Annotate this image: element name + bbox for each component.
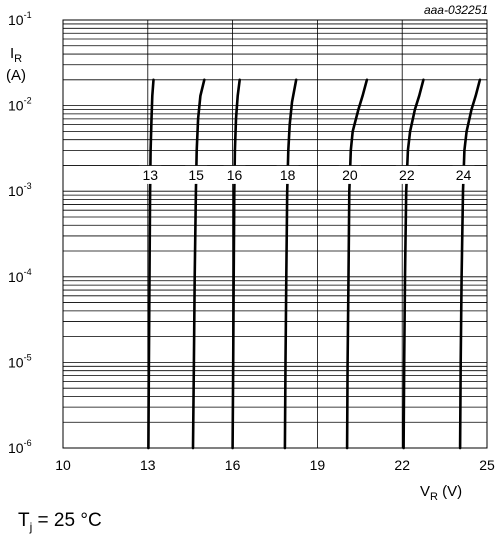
curve-24	[458, 78, 482, 450]
y-tick-label: 10-2	[8, 96, 32, 114]
curve-label-bg	[139, 165, 162, 184]
y-tick-label: 10-3	[8, 181, 32, 199]
x-tick-label: 19	[310, 457, 326, 473]
y-tick-label: 10-1	[8, 10, 32, 28]
curve-18	[283, 78, 298, 450]
curve-13	[147, 78, 155, 450]
curve-label-20: 20	[342, 167, 358, 183]
y-axis-unit: (A)	[6, 67, 26, 84]
x-tick-label: 25	[479, 457, 495, 473]
curve-label-bg	[395, 165, 418, 184]
curve-label-18: 18	[280, 167, 296, 183]
x-axis-title: VR (V)	[420, 483, 462, 503]
y-tick-label: 10-6	[8, 438, 32, 456]
curve-label-13: 13	[142, 167, 158, 183]
y-axis-title: IR	[10, 45, 22, 65]
x-tick-label: 13	[140, 457, 156, 473]
curves	[147, 78, 482, 450]
y-tick-label: 10-4	[8, 267, 32, 285]
curve-label-bg	[338, 165, 361, 184]
curve-label-22: 22	[399, 167, 415, 183]
curve-label-bg	[452, 165, 475, 184]
curve-labels: 13 15 16 18 20 22 24	[139, 165, 475, 184]
curve-label-16: 16	[227, 167, 243, 183]
curve-20	[345, 78, 369, 450]
x-tick-label: 10	[55, 457, 71, 473]
curve-15	[191, 78, 206, 450]
y-tick-label: 10-5	[8, 352, 32, 370]
figure-id: aaa-032251	[424, 3, 488, 17]
curve-label-15: 15	[188, 167, 204, 183]
tick-labels: 10 13 16 19 22 25 10-6 10-5 10-4 10-3 10-2 10-1	[8, 10, 495, 473]
curve-22	[402, 78, 425, 450]
curve-label-24: 24	[456, 167, 472, 183]
curve-label-bg	[223, 165, 246, 184]
x-tick-label: 22	[394, 457, 410, 473]
condition-label: Tj = 25 °C	[18, 510, 102, 534]
x-tick-label: 16	[225, 457, 241, 473]
curve-16	[231, 78, 241, 450]
plot-frame	[62, 19, 488, 449]
curve-label-bg	[185, 165, 208, 184]
curve-label-bg	[276, 165, 299, 184]
grid	[62, 19, 488, 449]
